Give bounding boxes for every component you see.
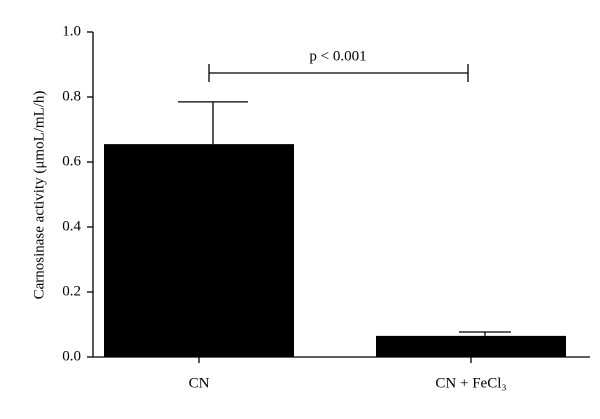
y-tick-label: 0.6 xyxy=(62,153,81,169)
y-tick-label: 0.0 xyxy=(62,348,81,364)
y-tick-label: 1.0 xyxy=(62,23,81,39)
y-axis-label: Carnosinase activity (μmoL/mL/h) xyxy=(31,91,47,300)
x-tick-label: CN + FeCl₃ xyxy=(435,375,506,391)
bar xyxy=(376,335,566,357)
y-tick-label: 0.4 xyxy=(62,218,81,234)
x-tick-label: CN xyxy=(189,375,210,391)
y-tick-label: 0.2 xyxy=(62,283,81,299)
significance-bracket xyxy=(208,64,469,82)
annotation: p < 0.001 xyxy=(309,48,366,64)
y-tick-label: 0.8 xyxy=(62,88,81,104)
bar xyxy=(104,144,294,357)
